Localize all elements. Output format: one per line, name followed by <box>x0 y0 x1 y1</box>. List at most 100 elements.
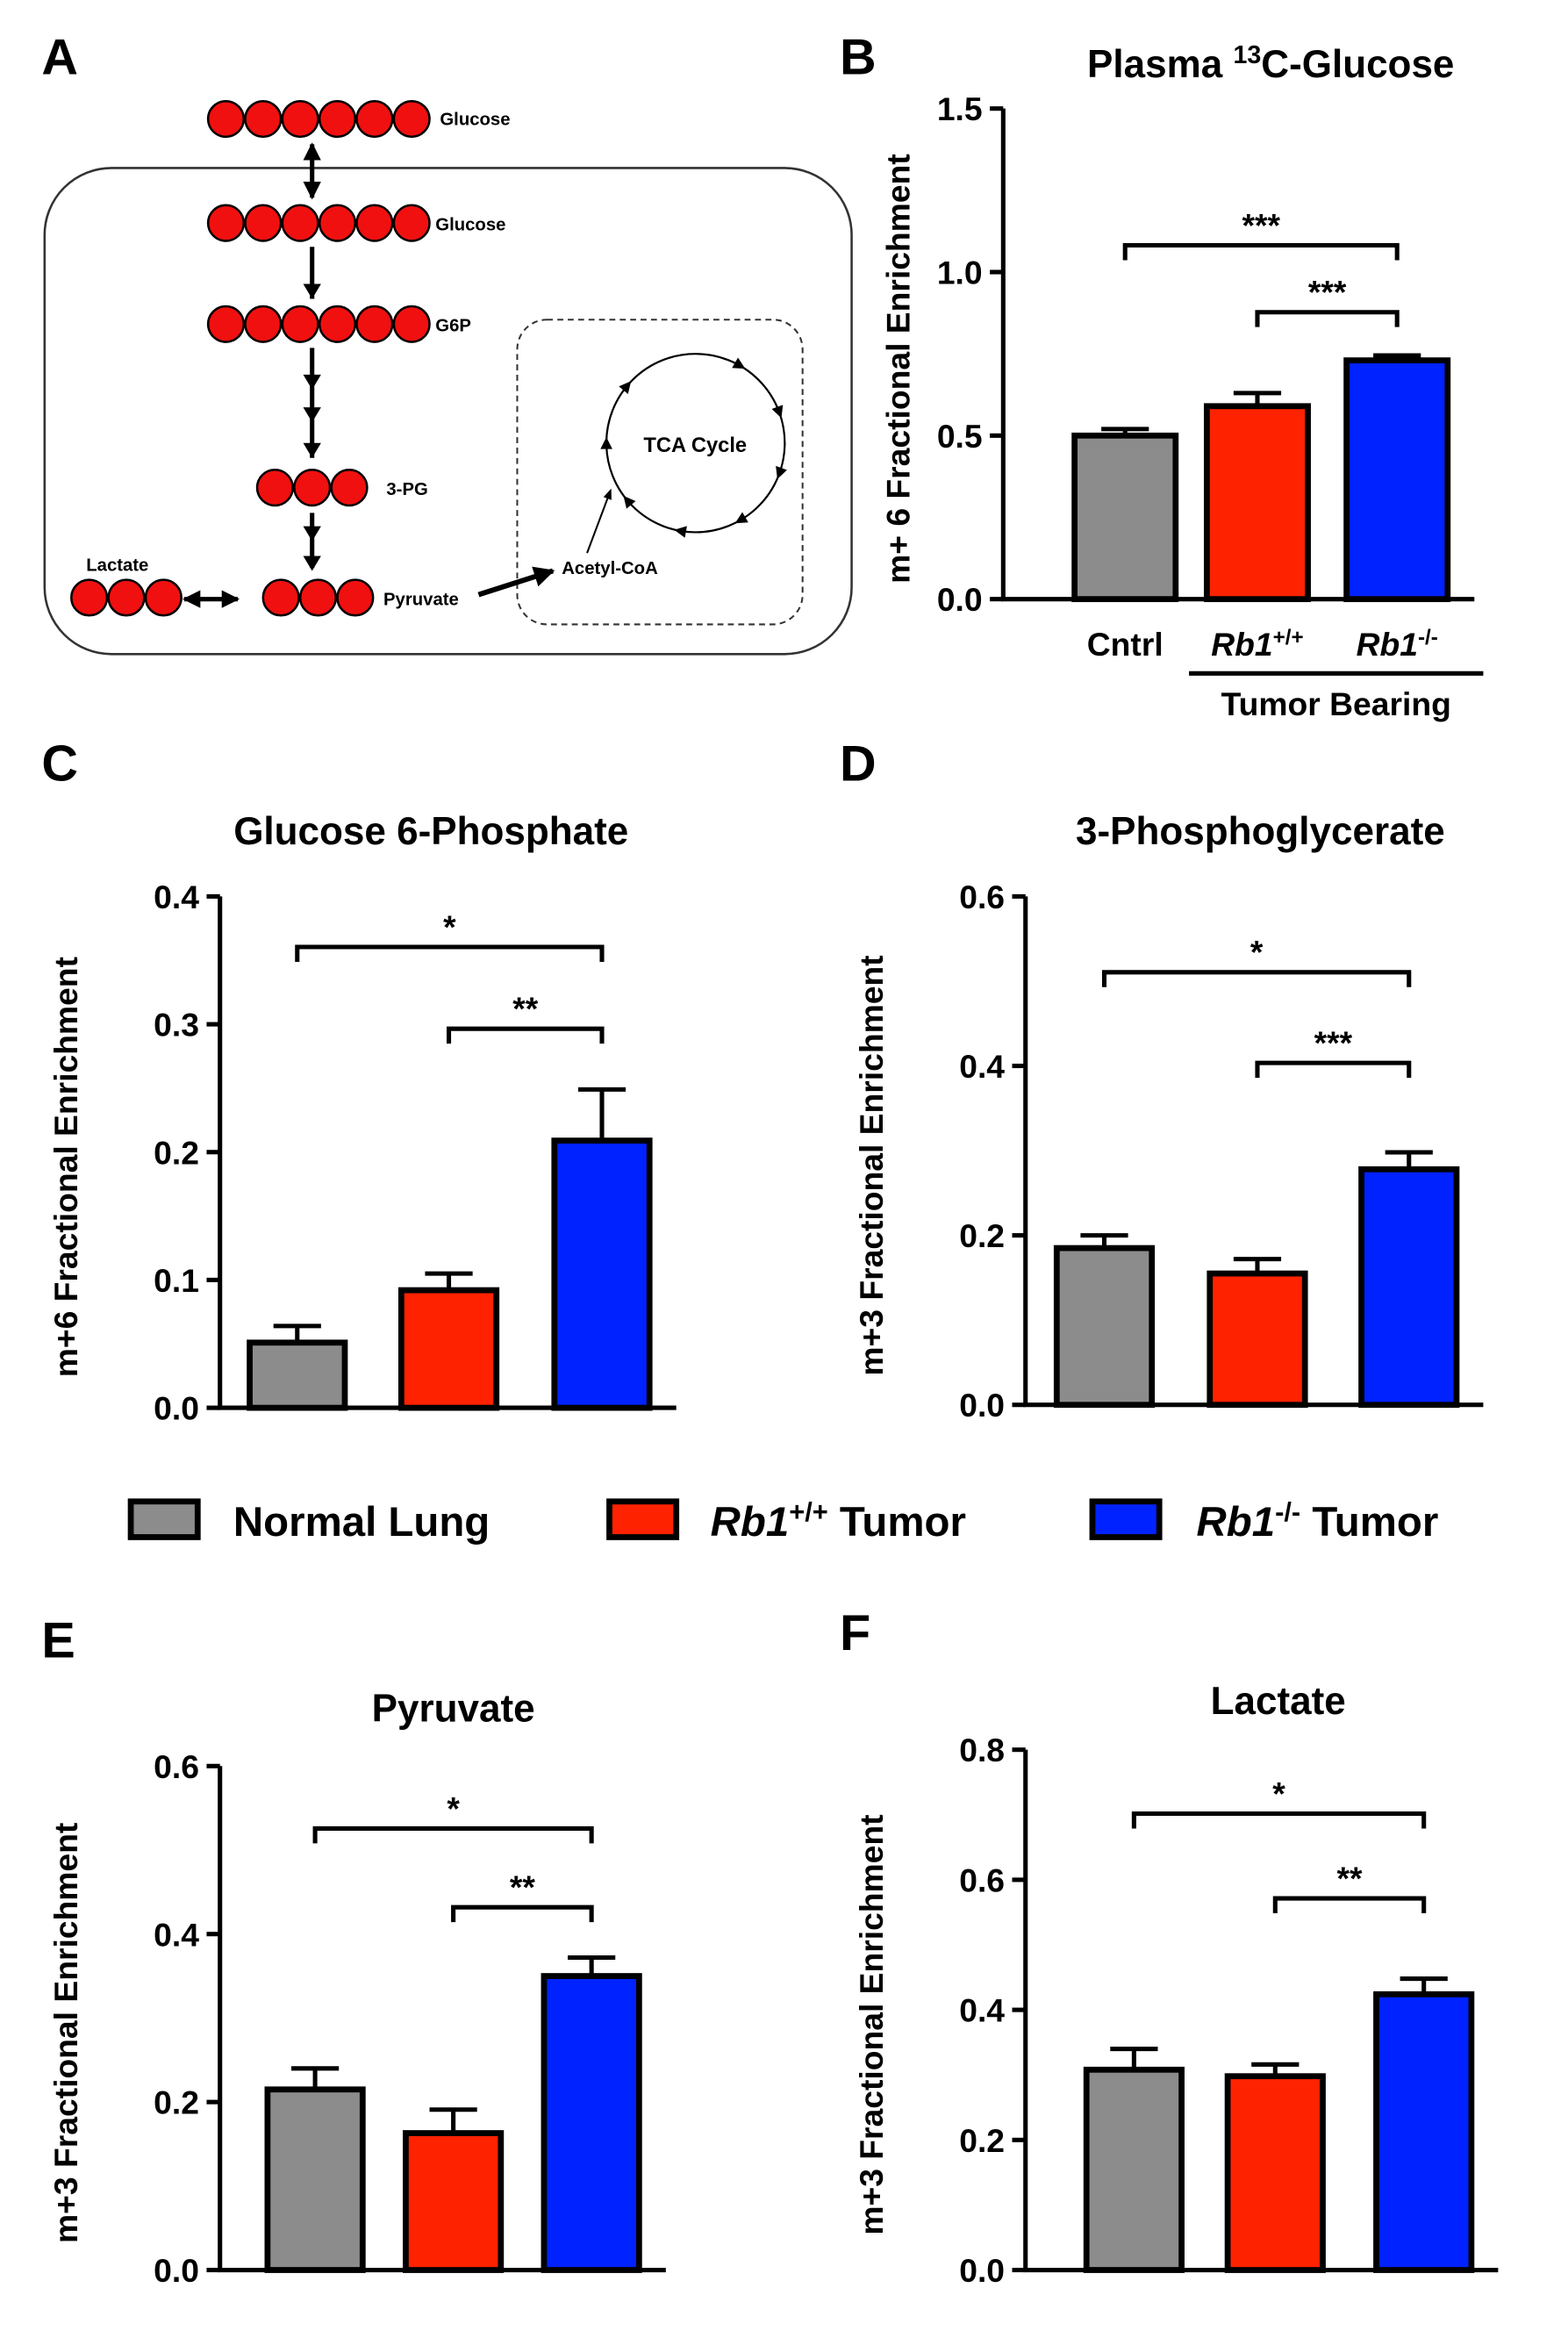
y-tick-label: 1.0 <box>937 255 983 291</box>
carbon <box>206 99 246 139</box>
bar <box>397 1287 500 1411</box>
x-tick-label: Rb1-/- <box>1357 626 1438 663</box>
carbon <box>293 469 332 507</box>
carbon <box>392 204 431 242</box>
bar <box>1204 403 1311 603</box>
panel-letter: C <box>41 735 78 792</box>
carbon <box>70 578 109 617</box>
panel-letter: F <box>840 1605 870 1661</box>
significance-bracket <box>1255 1060 1412 1079</box>
y-tick-label: 0.6 <box>959 1861 1005 1898</box>
arrowhead <box>619 381 632 395</box>
significance-label: *** <box>1314 1024 1353 1061</box>
legend-swatch <box>1089 1498 1163 1540</box>
y-tick-label: 0.2 <box>959 2122 1005 2159</box>
y-tick-label: 0.0 <box>154 1390 199 1427</box>
arrowhead <box>734 512 748 524</box>
text-part: C-Glucose <box>1261 43 1454 86</box>
cell-outline <box>43 167 853 656</box>
x-tick-label: Cntrl <box>1087 626 1163 663</box>
significance-bracket <box>1255 310 1400 327</box>
significance-label: ** <box>510 1868 535 1905</box>
text-part: Lactate <box>1211 1680 1346 1723</box>
significance-bracket <box>446 1026 605 1044</box>
arrowhead <box>732 357 746 369</box>
carbon <box>355 204 394 242</box>
y-tick-label: 0.2 <box>154 2084 199 2121</box>
legend-label: Rb1+/+ Tumor <box>711 1495 966 1546</box>
bar <box>1083 2066 1185 2273</box>
y-tick-label: 0.0 <box>937 581 983 618</box>
bar <box>1224 2073 1326 2273</box>
y-axis-label: m+3 Fractional Enrichment <box>853 955 890 1375</box>
text-part: Plasma <box>1087 43 1233 86</box>
y-axis-label: m+ 6 Fractional Enrichment <box>880 154 917 584</box>
y-axis-label: m+3 Fractional Enrichment <box>47 1823 84 2243</box>
x-tick-label: Rb1+/+ <box>1211 626 1303 663</box>
carbon <box>392 99 431 139</box>
cycle-arrowheads <box>600 357 787 538</box>
text-part: Rb1 <box>711 1499 790 1546</box>
text-part: Cntrl <box>1087 626 1163 663</box>
carbon <box>281 99 319 139</box>
carbon <box>261 578 300 617</box>
y-tick-label: 0.5 <box>937 418 983 455</box>
text-part: 3-Phosphoglycerate <box>1076 810 1445 853</box>
bar <box>1343 357 1451 603</box>
arrowhead <box>776 465 787 479</box>
arrowhead <box>674 526 687 538</box>
panel-letter: D <box>840 735 877 792</box>
y-tick-label: 0.2 <box>154 1134 199 1171</box>
chart-title: Pyruvate <box>372 1687 535 1730</box>
carbon <box>255 469 294 507</box>
text-part: Glucose 6-Phosphate <box>233 810 628 853</box>
y-tick-label: 0.4 <box>959 1992 1005 2029</box>
bar <box>1071 432 1179 603</box>
molecule-label: G6P <box>435 317 471 336</box>
chart-title: Plasma 13C-Glucose <box>1087 41 1454 86</box>
panel-letter: A <box>41 30 78 86</box>
significance-label: * <box>447 1789 460 1826</box>
bar <box>264 2086 366 2273</box>
y-tick-label: 0.0 <box>959 2252 1005 2289</box>
arrowhead <box>600 437 612 449</box>
text-part: -/- <box>1275 1495 1300 1526</box>
carbon <box>281 204 319 242</box>
bar <box>551 1137 653 1411</box>
molecule-label: Glucose <box>440 110 510 129</box>
text-part: Tumor <box>1300 1499 1438 1546</box>
y-tick-label: 0.4 <box>959 1048 1005 1085</box>
significance-label: * <box>443 908 456 945</box>
carbon <box>206 305 246 343</box>
legend-label: Normal Lung <box>233 1499 490 1546</box>
significance-label: ** <box>1337 1860 1363 1897</box>
y-tick-label: 0.4 <box>154 879 199 915</box>
text-part: Tumor <box>828 1499 966 1546</box>
bar <box>541 1973 642 2273</box>
bar <box>1206 1270 1308 1409</box>
carbon-atoms <box>70 99 431 617</box>
chart: C Glucose 6-Phosphate m+6 Fractional Enric… <box>41 735 677 1427</box>
significance-bracket <box>1101 970 1412 987</box>
significance-bracket <box>1122 242 1400 261</box>
carbon <box>107 578 146 617</box>
molecule-label: Glucose <box>435 216 505 235</box>
significance-bracket <box>1272 1896 1427 1914</box>
bar <box>1373 1990 1475 2273</box>
text-part: +/+ <box>1273 626 1304 649</box>
legend-swatch <box>606 1498 680 1540</box>
y-tick-label: 0.0 <box>959 1387 1005 1424</box>
bar <box>247 1339 348 1411</box>
carbon <box>318 305 357 343</box>
text-part: 13 <box>1233 41 1261 69</box>
chart-title: Glucose 6-Phosphate <box>233 810 628 853</box>
carbon <box>244 204 283 242</box>
text-part: Rb1 <box>1211 626 1272 663</box>
carbon <box>144 578 183 617</box>
y-tick-label: 0.6 <box>959 879 1005 915</box>
cycle-label: TCA Cycle <box>643 434 747 457</box>
carbon <box>355 99 394 139</box>
y-tick-label: 0.0 <box>154 2252 199 2289</box>
y-tick-label: 1.5 <box>937 90 983 127</box>
